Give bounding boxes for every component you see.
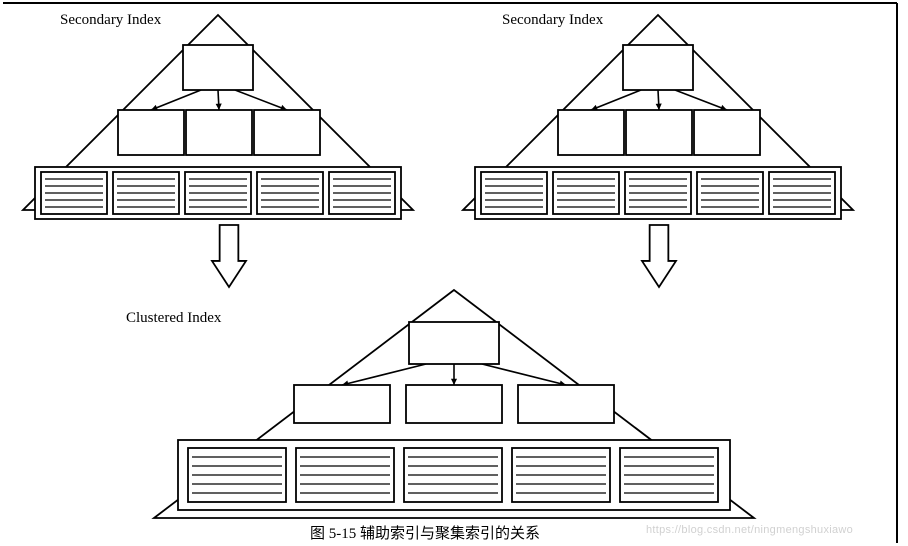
figure-caption: 图 5-15 辅助索引与聚集索引的关系 bbox=[310, 522, 540, 543]
watermark-text: https://blog.csdn.net/ningmengshuxiawo bbox=[646, 524, 853, 536]
label-secondary-left: Secondary Index bbox=[60, 12, 161, 29]
diagram-canvas: Secondary Index Secondary Index Clustere… bbox=[0, 0, 908, 546]
label-secondary-right: Secondary Index bbox=[502, 12, 603, 29]
diagram-svg bbox=[0, 0, 908, 546]
label-clustered: Clustered Index bbox=[126, 310, 221, 327]
